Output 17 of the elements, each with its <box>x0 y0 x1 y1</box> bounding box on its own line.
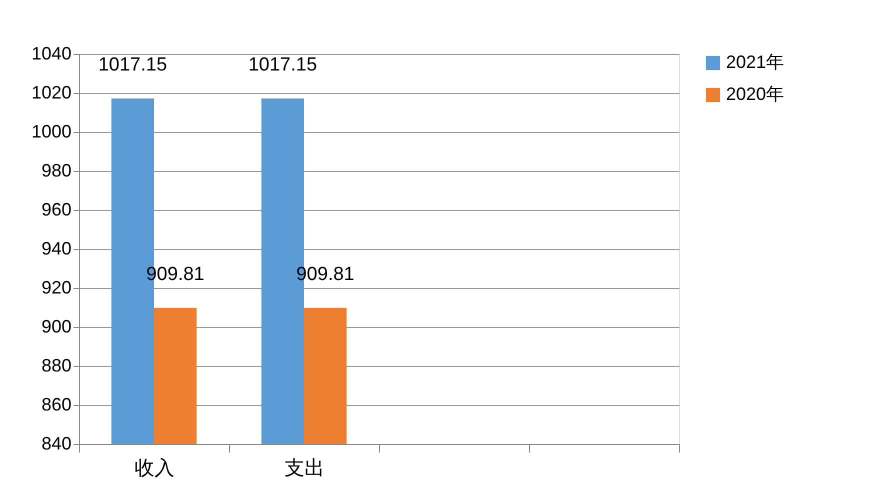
y-tick-label: 980 <box>41 160 72 180</box>
y-tick-label: 960 <box>41 200 72 220</box>
legend-label: 2021年 <box>726 52 784 72</box>
y-tick-label: 880 <box>41 356 72 376</box>
y-tick-label: 1020 <box>31 82 72 102</box>
y-tick-label: 900 <box>41 316 72 336</box>
data-label: 1017.15 <box>98 54 168 76</box>
x-tick-label: 收入 <box>134 458 174 480</box>
y-tick-label: 920 <box>41 278 72 298</box>
legend-label: 2020年 <box>726 84 784 104</box>
x-tick-label: 支出 <box>284 458 324 480</box>
y-tick-label: 1000 <box>31 122 72 142</box>
y-tick-label: 1040 <box>31 44 72 64</box>
y-tick-label: 860 <box>41 394 72 414</box>
data-label: 1017.15 <box>248 54 318 76</box>
y-tick-label: 840 <box>41 434 72 454</box>
y-tick-label: 940 <box>41 238 72 258</box>
